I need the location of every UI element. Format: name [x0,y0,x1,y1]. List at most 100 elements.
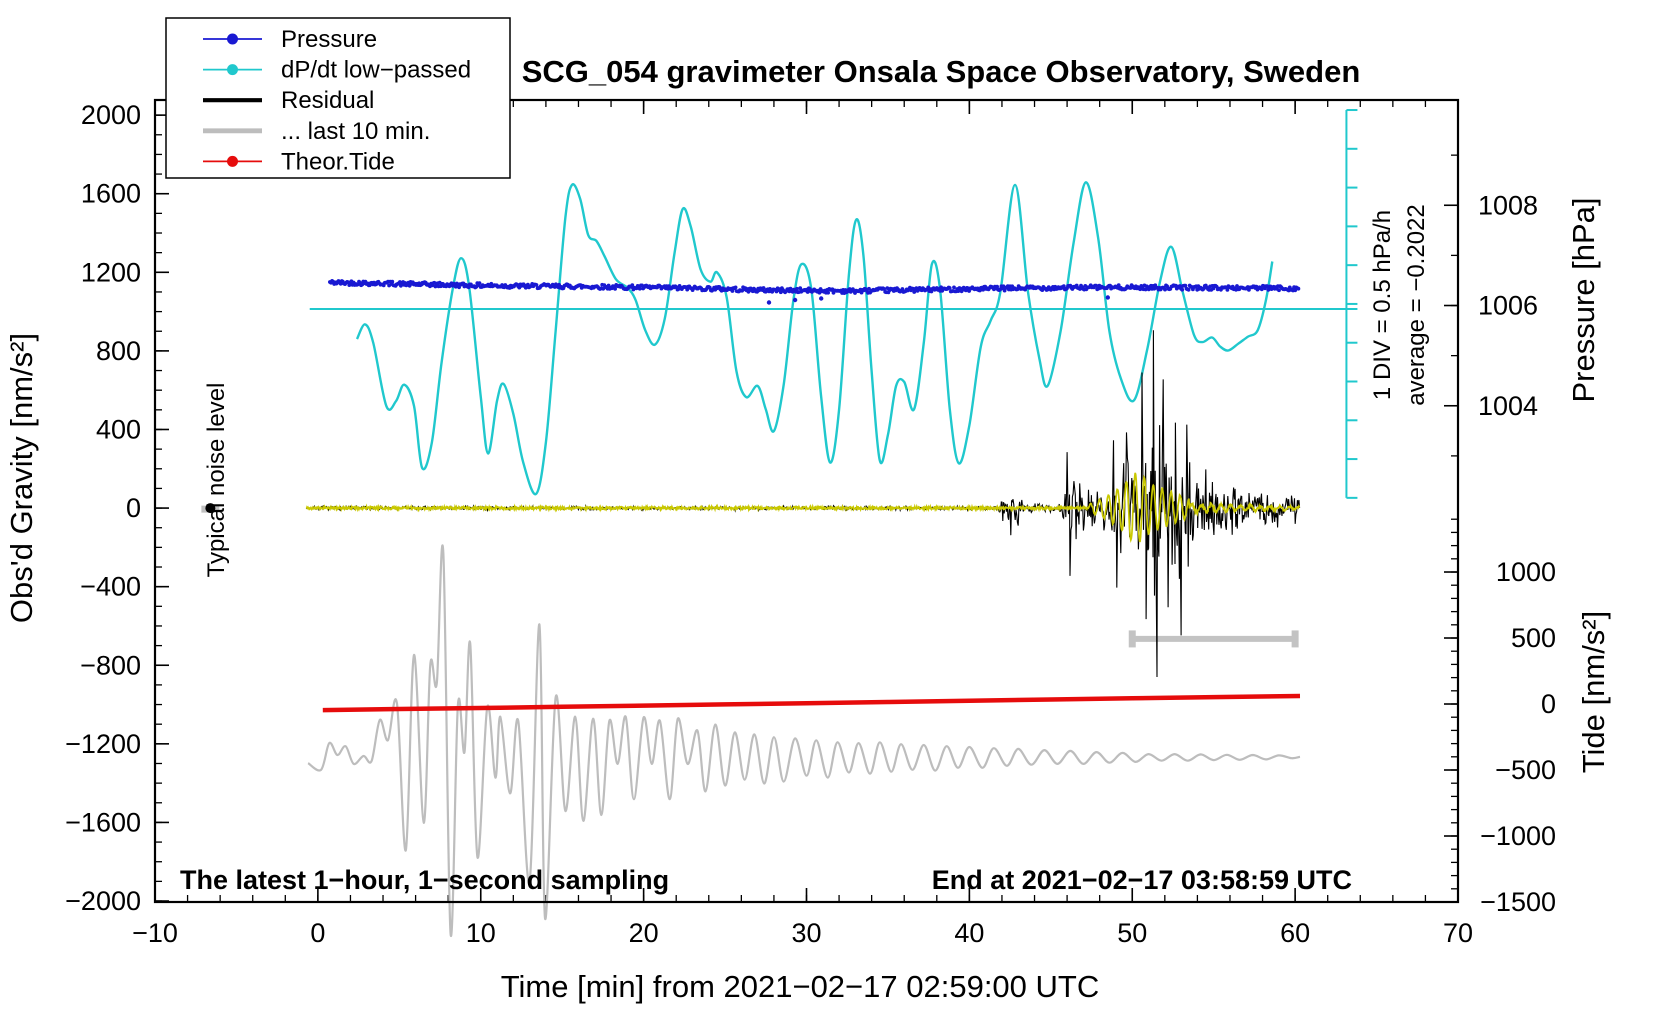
legend-sample-dot [227,64,238,76]
pressure-dot [1094,283,1098,288]
pressure-dot [746,289,751,294]
legend-rows: Pressure dP/dt low−passed Residual ... last… [203,26,471,175]
gravity-tick-label: 0 [126,493,141,523]
x-tick-label: 40 [954,918,984,948]
series-theoretical-tide [322,693,1301,713]
pressure-outlier-dot [1105,295,1111,300]
legend-item-theor-tide: Theor.Tide [203,148,395,175]
x-tick-label: 70 [1443,918,1473,948]
average-value-label: average = −0.2022 [1403,204,1430,406]
legend-item-label: Residual [281,87,374,114]
legend-item-last-10-min: ... last 10 min. [203,118,430,145]
legend-item-label: ... last 10 min. [281,118,430,145]
chart-title: SCG_054 gravimeter Onsala Space Observat… [522,54,1361,89]
pressure-dot [613,287,617,291]
tide-tick-label: 500 [1511,623,1556,653]
pressure-dot [399,283,403,288]
pressure-dot [534,283,539,287]
pressure-dot [805,290,810,294]
series-residual-lowpassed [305,472,1301,543]
plot-frame [153,98,1460,904]
gravity-tick-label: −400 [80,572,141,602]
axis-tick-labels-layer: −10 0 10 20 30 40 50 60 70 −2000 −1600 −1200 −800 −40… [65,100,1556,948]
pressure-dot [1116,283,1121,288]
gravity-tick-label: 1600 [81,179,141,209]
pressure-tick-label: 1004 [1478,391,1538,421]
gravity-tick-label: 400 [96,414,141,444]
div-scale-label: 1 DIV = 0.5 hPa/h [1369,210,1396,400]
legend-box: Pressure dP/dt low−passed Residual ... last… [165,17,511,179]
gravity-tick-label: −800 [80,650,141,680]
pressure-dot [1259,287,1264,292]
gravity-tick-label: −1200 [65,729,141,759]
pressure-dot [685,287,690,292]
pressure-dot [733,285,738,290]
gravity-tick-label: −2000 [65,886,141,916]
gravity-tick-label: 1200 [81,257,141,287]
pressure-dot [761,286,766,290]
gravity-tick-label: −1600 [65,807,141,837]
tide-tick-label: 1000 [1496,557,1556,587]
pressure-axis-title: Pressure [hPa] [1566,197,1601,402]
pressure-dot [390,279,395,284]
pressure-dot [1061,284,1066,289]
x-tick-label: 10 [466,918,496,948]
pressure-tick-label: 1006 [1478,291,1538,321]
pressure-dot [730,289,735,293]
series-last-10-min [307,544,1301,938]
pressure-dot [795,286,799,291]
pressure-dot [1225,288,1230,292]
noise-level-dot [205,503,216,514]
pressure-dot [1186,287,1191,292]
last-10-min-scalebar [1128,630,1299,648]
pressure-dot [1183,283,1188,288]
legend-border [165,17,511,179]
pressure-dot [956,289,961,293]
pressure-tick-label: 1008 [1478,190,1538,220]
typical-noise-level-label: Typical noise level [203,383,230,578]
pressure-dot [1296,286,1301,291]
pressure-outlier-dot [819,296,824,301]
legend-item-label: dP/dt low−passed [281,57,471,84]
tide-tick-label: 0 [1541,689,1556,719]
pressure-dot [947,286,952,290]
pressure-dot [882,287,886,291]
pressure-dot [1002,288,1007,293]
legend-item-label: Theor.Tide [281,148,395,175]
tide-tick-label: −500 [1495,755,1556,785]
dpdt-scale-bar [1337,109,1358,499]
typical-noise-level-marker [201,503,220,514]
x-axis-title: Time [min] from 2021−02−17 02:59:00 UTC [501,969,1100,1004]
legend-sample-dot [227,33,238,45]
pressure-dot [1235,284,1239,288]
x-tick-label: 0 [310,918,325,948]
pressure-outlier-dot [766,300,772,305]
pressure-dot [995,284,999,289]
pressure-dot [466,285,471,290]
x-tick-label: 20 [629,918,659,948]
gravity-tick-label: 2000 [81,100,141,130]
pressure-dot [826,290,830,295]
plot-frame-layer [153,98,1460,904]
gravity-axis-title: Obs'd Gravity [nm/s²] [4,333,39,623]
pressure-dot [1180,287,1185,292]
pressure-dot [477,281,482,286]
legend-item-residual: Residual [203,87,374,114]
gravity-tick-label: 800 [96,336,141,366]
x-tick-label: 50 [1117,918,1147,948]
x-tick-label: 60 [1280,918,1310,948]
legend-item-pressure: Pressure [203,26,377,53]
pressure-dot [900,287,905,291]
tide-tick-label: −1000 [1480,821,1556,851]
series-pressure-dots [328,279,1301,305]
sampling-info-label: The latest 1−hour, 1−second sampling [180,865,669,895]
pressure-dot [981,287,985,292]
pressure-outlier-dot [792,297,798,303]
pressure-dot [1277,288,1281,293]
pressure-dot [637,286,642,291]
pressure-dot [630,283,635,287]
legend-item-dp-dt-low-passed: dP/dt low−passed [203,57,471,84]
end-time-label: End at 2021−02−17 03:58:59 UTC [932,865,1352,895]
